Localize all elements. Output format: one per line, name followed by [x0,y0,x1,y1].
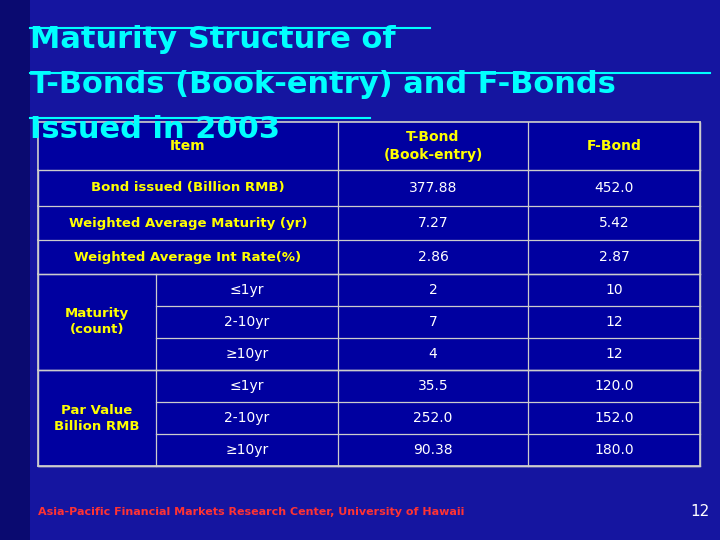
Text: ≤1yr: ≤1yr [230,283,264,297]
Bar [38,122,700,170]
Text: Bond issued (Billion RMB): Bond issued (Billion RMB) [91,181,285,194]
Text: 2-10yr: 2-10yr [225,411,269,425]
Text: 2-10yr: 2-10yr [225,315,269,329]
Text: 12: 12 [690,504,710,519]
Text: 5.42: 5.42 [599,216,629,230]
Text: 452.0: 452.0 [594,181,634,195]
Text: Par Value
Billion RMB: Par Value Billion RMB [54,403,140,433]
Text: 4: 4 [428,347,437,361]
Text: 2.87: 2.87 [598,250,629,264]
Text: F-Bond: F-Bond [587,139,642,153]
Text: 7: 7 [428,315,437,329]
Text: 10: 10 [606,283,623,297]
Text: ≤1yr: ≤1yr [230,379,264,393]
Text: 90.38: 90.38 [413,443,453,457]
Text: 2.86: 2.86 [418,250,449,264]
Text: 377.88: 377.88 [409,181,457,195]
Text: Maturity
(count): Maturity (count) [65,307,129,336]
Text: Asia-Pacific Financial Markets Research Center, University of Hawaii: Asia-Pacific Financial Markets Research … [38,507,464,517]
Text: 2: 2 [428,283,437,297]
Text: 120.0: 120.0 [594,379,634,393]
Text: T-Bonds (Book-entry) and F-Bonds: T-Bonds (Book-entry) and F-Bonds [30,70,616,99]
Text: 180.0: 180.0 [594,443,634,457]
Text: T-Bond
(Book-entry): T-Bond (Book-entry) [383,130,482,161]
Text: ≥10yr: ≥10yr [225,347,269,361]
Text: 12: 12 [606,347,623,361]
Text: 7.27: 7.27 [418,216,449,230]
Text: Weighted Average Maturity (yr): Weighted Average Maturity (yr) [69,217,307,230]
Bar [0,0,30,540]
Text: ≥10yr: ≥10yr [225,443,269,457]
Bar [38,122,700,466]
Text: Maturity Structure of: Maturity Structure of [30,25,395,54]
Text: 252.0: 252.0 [413,411,453,425]
Text: 35.5: 35.5 [418,379,449,393]
Text: Item: Item [170,139,206,153]
Text: 12: 12 [606,315,623,329]
Text: 152.0: 152.0 [594,411,634,425]
Text: Weighted Average Int Rate(%): Weighted Average Int Rate(%) [74,251,302,264]
Text: Issued in 2003: Issued in 2003 [30,115,280,144]
